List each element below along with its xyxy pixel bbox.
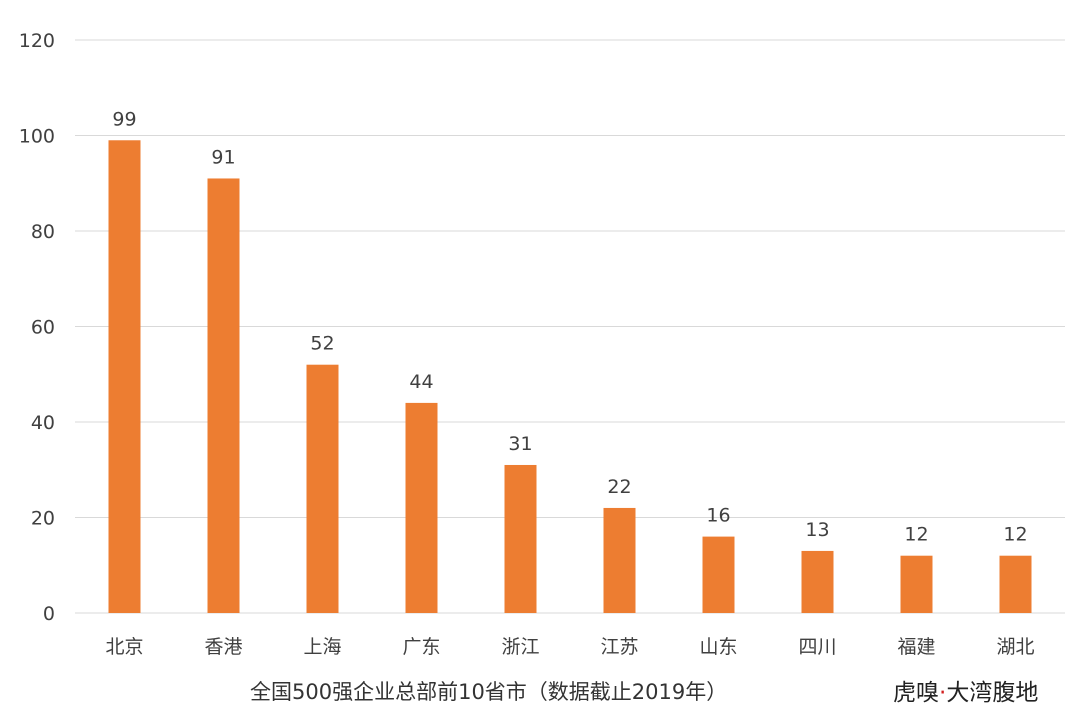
chart-caption: 全国500强企业总部前10省市（数据截止2019年） <box>250 680 728 704</box>
data-label: 12 <box>1003 524 1027 546</box>
y-tick-label: 60 <box>31 317 55 339</box>
bar <box>603 507 636 613</box>
bar <box>306 364 339 613</box>
bar <box>999 555 1032 613</box>
bar <box>108 140 141 613</box>
x-tick-label: 上海 <box>303 636 341 658</box>
data-label: 12 <box>904 524 928 546</box>
x-tick-label: 四川 <box>798 636 836 658</box>
data-label: 31 <box>508 433 532 455</box>
bar <box>702 536 735 613</box>
brand-logo: 虎嗅·大湾腹地 <box>893 673 1038 707</box>
y-tick-label: 80 <box>31 221 55 243</box>
bar-chart: 0 20 40 60 80 100 120 99 北京 91 香港 52 上海 44 广东 31 浙江 22 江苏 1… <box>19 30 1065 658</box>
data-label: 16 <box>706 505 730 527</box>
y-tick-label: 0 <box>43 603 55 625</box>
x-tick-label: 广东 <box>402 636 440 658</box>
data-label: 13 <box>805 519 829 541</box>
y-tick-label: 120 <box>19 30 55 52</box>
x-tick-label: 香港 <box>204 636 242 658</box>
bar <box>405 402 438 613</box>
data-label: 91 <box>211 146 235 168</box>
bar <box>504 464 537 613</box>
y-tick-label: 40 <box>31 412 55 434</box>
bar <box>207 178 240 613</box>
data-label: 22 <box>607 476 631 498</box>
x-tick-label: 山东 <box>699 636 737 658</box>
x-tick-label: 浙江 <box>501 636 539 658</box>
x-tick-label: 江苏 <box>600 636 638 658</box>
y-tick-label: 20 <box>31 508 55 530</box>
y-tick-label: 100 <box>19 126 55 148</box>
brand-column: 大湾腹地 <box>946 680 1039 706</box>
x-tick-label: 北京 <box>105 636 143 658</box>
x-tick-label: 福建 <box>897 636 935 658</box>
data-label: 99 <box>112 108 136 130</box>
data-label: 44 <box>409 371 433 393</box>
x-tick-label: 湖北 <box>996 636 1034 658</box>
bar <box>900 555 933 613</box>
brand-separator: · <box>939 680 947 706</box>
brand-name: 虎嗅 <box>893 680 939 706</box>
data-label: 52 <box>310 333 334 355</box>
bar <box>801 550 834 613</box>
